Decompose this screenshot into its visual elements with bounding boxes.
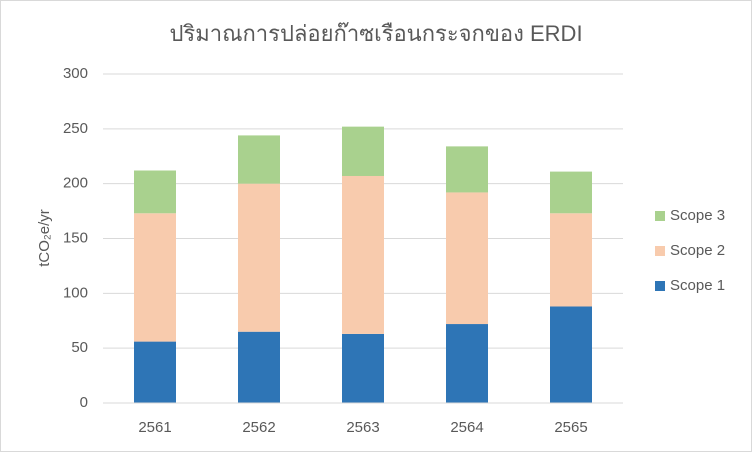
bar-segment [134,341,176,403]
legend-label: Scope 3 [670,207,725,224]
legend-swatch [655,246,665,256]
bar-segment [238,183,280,332]
y-tick-label: 200 [63,175,88,192]
bar-segment [446,146,488,193]
x-tick-label: 2563 [346,419,379,436]
bar-segment [342,126,384,176]
bar-segment [238,135,280,184]
legend-swatch [655,281,665,291]
legend-label: Scope 2 [670,242,725,259]
bar-segment [446,192,488,325]
y-tick-label: 250 [63,120,88,137]
bar-segment [134,213,176,342]
x-tick-label: 2565 [554,419,587,436]
y-tick-label: 150 [63,229,88,246]
x-tick-label: 2562 [242,419,275,436]
bar-segment [446,324,488,403]
legend-label: Scope 1 [670,277,725,294]
bar-segment [342,175,384,334]
y-tick-label: 100 [63,284,88,301]
y-axis-title: tCO₂e/yr [36,209,53,267]
y-tick-label: 0 [80,394,88,411]
bar-segment [550,306,592,403]
bar-segment [342,333,384,403]
legend-swatch [655,211,665,221]
bar-segment [134,170,176,214]
bar-segment [550,171,592,214]
chart-title: ปริมาณการปล่อยก๊าซเรือนกระจกของ ERDI [169,21,582,46]
x-tick-label: 2564 [450,419,483,436]
y-tick-label: 300 [63,65,88,82]
x-tick-label: 2561 [138,419,171,436]
y-tick-label: 50 [71,339,88,356]
bar-segment [550,213,592,307]
bar-segment [238,331,280,403]
